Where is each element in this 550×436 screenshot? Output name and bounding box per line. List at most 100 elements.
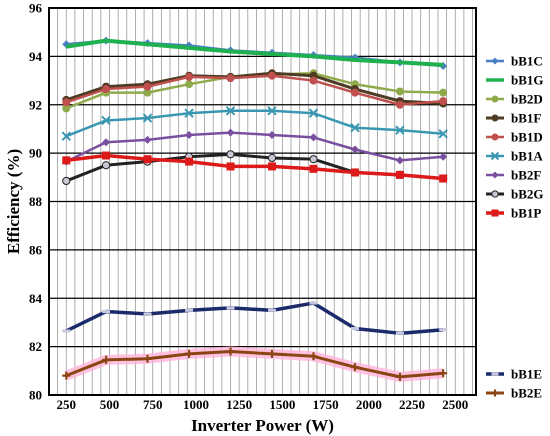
data-point-marker [225, 106, 236, 116]
data-point-marker [439, 328, 448, 332]
legend-item-bB1G: bB1G [486, 73, 544, 88]
data-point-marker [62, 104, 71, 113]
y-tick-label: 86 [29, 242, 43, 257]
data-point-marker [439, 152, 448, 161]
y-tick-label: 88 [29, 194, 43, 209]
data-point-marker [143, 88, 152, 97]
plot-frame [48, 7, 477, 396]
data-point-marker [185, 349, 194, 358]
y-tick-label: 92 [29, 97, 42, 112]
data-point-marker [350, 363, 359, 372]
data-point-marker [185, 130, 194, 139]
legend-item-bB2D: bB2D [486, 92, 543, 107]
series-line [65, 74, 444, 106]
data-point-marker [395, 100, 404, 109]
data-point-marker [309, 352, 318, 361]
legend: bB1C bB1G bB2D bB1F bB1D bB1A bB2F bB2G bB1P bB1E… [486, 54, 544, 401]
legend-label: bB2E [511, 386, 542, 401]
legend-label: bB2D [511, 92, 543, 107]
data-point-marker [102, 355, 111, 364]
series-layer [61, 36, 448, 382]
x-tick-label: 2250 [399, 397, 425, 412]
y-tick-label: 82 [29, 339, 42, 354]
data-point-marker [350, 168, 359, 177]
data-point-marker [309, 164, 318, 173]
x-tick-labels: 250 500 750 1000 1250 1500 1750 2000 2250 2500 [57, 397, 469, 412]
data-point-marker [350, 326, 359, 330]
data-point-marker [491, 114, 499, 122]
x-tick-label: 2500 [442, 397, 468, 412]
series-line [65, 38, 444, 67]
data-point-marker [268, 349, 277, 358]
legend-item-bB1C: bB1C [486, 54, 543, 69]
y-tick-label: 90 [29, 146, 42, 161]
data-point-marker [308, 108, 319, 118]
series-line [65, 109, 444, 138]
data-point-marker [62, 156, 71, 165]
data-point-marker [439, 88, 448, 97]
data-point-marker [226, 162, 235, 171]
y-tick-label: 84 [29, 291, 43, 306]
y-tick-label: 94 [29, 49, 43, 64]
data-point-marker [143, 82, 152, 91]
legend-item-bB1A: bB1A [486, 149, 543, 164]
series-line [65, 301, 444, 336]
data-point-marker [226, 128, 235, 137]
data-point-marker [268, 308, 277, 312]
legend-item-bB1P: bB1P [486, 206, 541, 221]
data-point-marker [102, 85, 111, 94]
series-bB2F [62, 128, 448, 166]
y-tick-label: 80 [29, 388, 42, 403]
data-point-marker [439, 97, 448, 106]
legend-item-bB1D: bB1D [486, 130, 543, 145]
legend-item-bB2G: bB2G [486, 187, 544, 202]
data-point-marker [185, 80, 194, 89]
series-bB1G [65, 38, 444, 67]
legend-item-bB1F: bB1F [486, 111, 541, 126]
data-point-marker [350, 88, 359, 97]
legend-label: bB1A [511, 149, 543, 164]
data-point-marker [439, 174, 448, 183]
data-point-marker [267, 153, 277, 163]
data-point-marker [395, 170, 404, 179]
data-point-marker [491, 389, 499, 397]
data-point-marker [101, 161, 111, 170]
data-point-marker [143, 135, 152, 144]
data-point-marker [226, 347, 235, 356]
data-point-marker [491, 190, 499, 198]
legend-item-bB1E: bB1E [486, 367, 542, 382]
data-point-marker [101, 115, 111, 126]
series-line [65, 349, 444, 379]
data-point-marker [102, 151, 111, 160]
series-line [65, 71, 444, 106]
data-point-marker [491, 95, 499, 103]
data-point-marker [491, 209, 499, 217]
data-point-marker [438, 129, 448, 139]
data-point-marker [491, 372, 499, 376]
x-tick-label: 2000 [356, 397, 382, 412]
data-point-marker [102, 138, 111, 147]
data-point-marker [143, 155, 152, 164]
legend-label: bB1D [511, 130, 543, 145]
data-point-marker [268, 162, 277, 171]
series-line [66, 153, 444, 181]
data-point-marker [395, 372, 404, 381]
series-bB1D [62, 71, 448, 109]
legend-item-bB2F: bB2F [486, 168, 541, 183]
data-point-marker [185, 157, 194, 166]
data-point-marker [62, 176, 71, 186]
data-point-marker [142, 113, 153, 123]
data-point-marker [102, 310, 111, 314]
data-point-marker [184, 108, 194, 118]
x-tick-label: 1750 [313, 397, 339, 412]
x-tick-label: 250 [57, 397, 77, 412]
series-line [65, 131, 444, 163]
data-point-marker [143, 312, 152, 316]
data-point-marker [491, 171, 499, 179]
series-bB1P [62, 151, 448, 183]
data-point-marker [226, 150, 235, 159]
data-point-marker [491, 133, 499, 141]
legend-label: bB1F [511, 111, 541, 126]
x-axis-label: Inverter Power (W) [191, 416, 334, 435]
data-point-marker [61, 131, 71, 141]
